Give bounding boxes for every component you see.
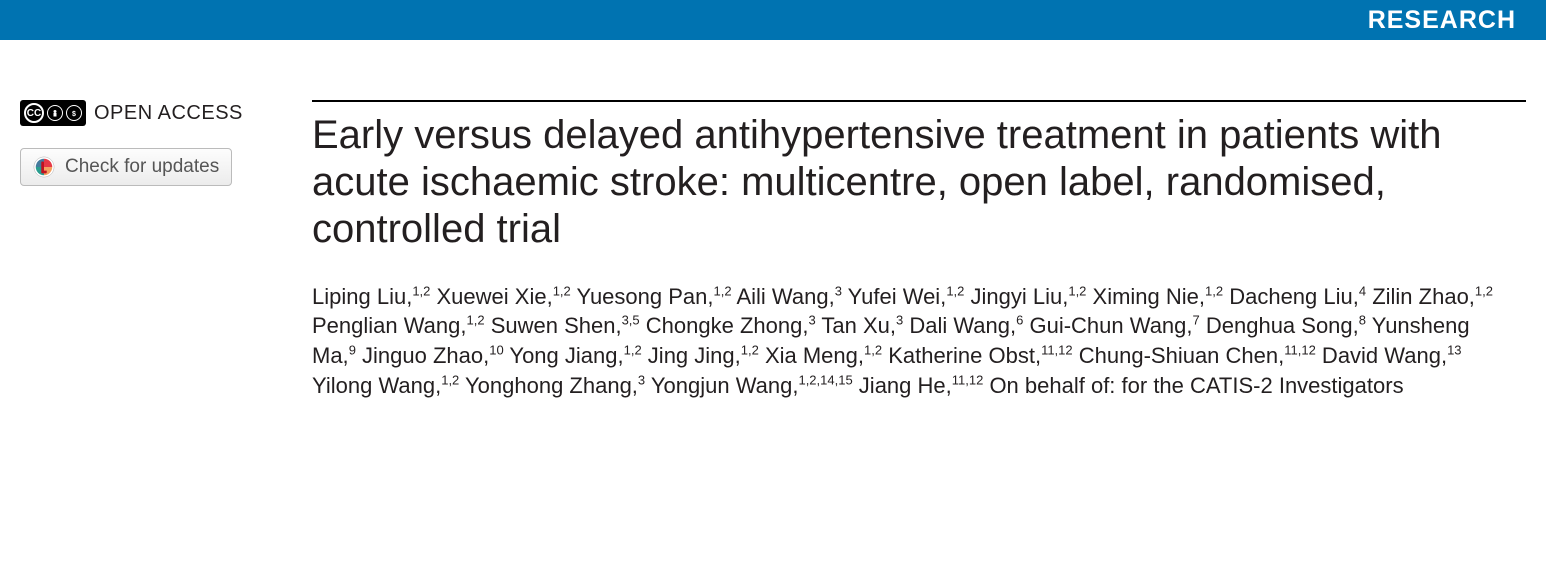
content-area: CC $ OPEN ACCESS Check for updates Early…	[0, 40, 1546, 420]
crossmark-icon	[33, 156, 55, 178]
cc-license-icon: CC $	[20, 100, 86, 126]
banner-label: RESEARCH	[1368, 6, 1516, 35]
article-main: Early versus delayed antihypertensive tr…	[312, 100, 1526, 400]
check-updates-label: Check for updates	[65, 156, 219, 178]
svg-text:$: $	[72, 111, 76, 117]
article-title: Early versus delayed antihypertensive tr…	[312, 112, 1516, 254]
open-access-badge: CC $ OPEN ACCESS	[20, 100, 282, 126]
check-for-updates-button[interactable]: Check for updates	[20, 148, 232, 186]
section-banner: RESEARCH	[0, 0, 1546, 40]
author-list: Liping Liu,1,2 Xuewei Xie,1,2 Yuesong Pa…	[312, 282, 1516, 401]
sidebar: CC $ OPEN ACCESS Check for updates	[20, 100, 282, 400]
open-access-label: OPEN ACCESS	[94, 102, 243, 125]
